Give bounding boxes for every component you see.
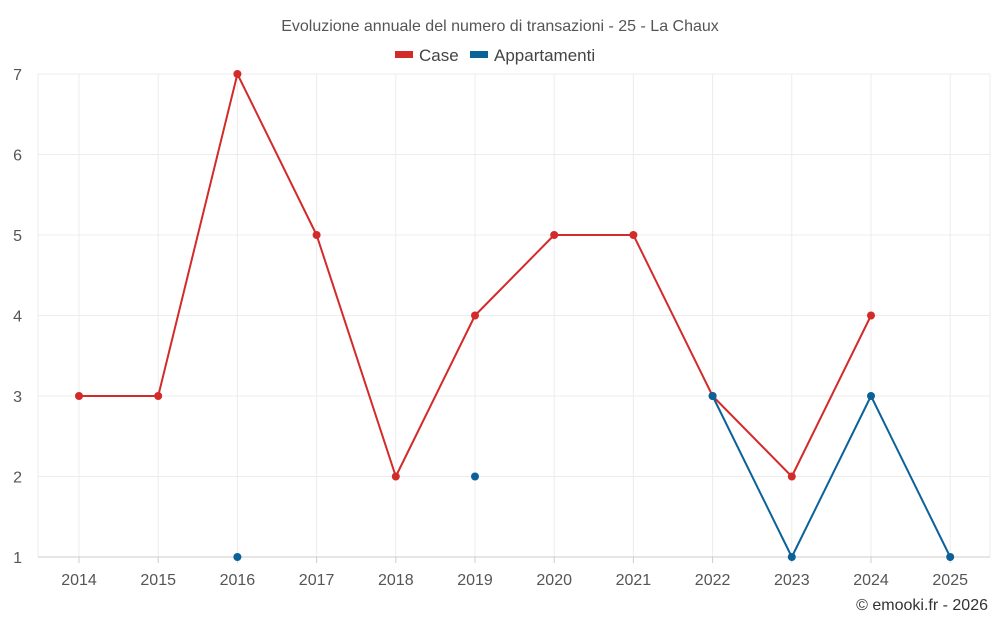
x-tick-label: 2025 [932,572,968,589]
x-tick-label: 2023 [774,572,810,589]
legend-swatch-case [395,51,413,58]
series-line-segment [632,234,714,397]
data-point-case-2014[interactable] [75,392,83,400]
y-tick-label: 7 [13,67,22,84]
data-point-case-2017[interactable] [312,231,321,239]
data-point-case-2021[interactable] [629,231,638,239]
legend-label-appartamenti: Appartamenti [494,46,595,65]
data-point-appartamenti-2019[interactable] [471,472,479,481]
series-line-segment [711,395,793,558]
series-line-segment [711,395,793,478]
data-point-appartamenti-2022[interactable] [708,392,717,400]
x-tick-label: 2016 [220,572,256,589]
data-point-case-2018[interactable] [391,472,400,481]
data-point-appartamenti-2016[interactable] [233,553,242,561]
data-point-case-2023[interactable] [787,472,796,481]
x-tick-label: 2020 [536,572,572,589]
data-point-appartamenti-2024[interactable] [867,392,875,400]
x-tick-label: 2021 [616,572,652,589]
grid [37,73,991,557]
legend-item-case[interactable]: Case [395,46,459,65]
data-point-case-2024[interactable] [867,311,875,320]
data-point-appartamenti-2023[interactable] [787,553,796,561]
series-line-segment [870,395,952,558]
y-tick-label: 2 [13,470,22,487]
x-tick-label: 2014 [61,572,97,589]
series [75,70,955,561]
series-line-segment [236,73,318,236]
data-point-case-2016[interactable] [233,70,242,78]
x-tick-label: 2018 [378,572,414,589]
y-tick-label: 4 [13,309,22,326]
legend: Case Appartamenti [395,46,595,65]
series-case [75,70,875,481]
series-line-segment [315,234,397,478]
legend-item-appartamenti[interactable]: Appartamenti [470,46,595,65]
axes: 1 2 3 4 5 6 7 2014 2015 2016 2017 2018 2019 2020 2021 2… [13,67,990,589]
x-tick-label: 2015 [140,572,176,589]
y-tick-label: 6 [13,148,22,165]
chart-title: Evoluzione annuale del numero di transaz… [281,18,719,35]
y-tick-label: 3 [13,389,22,406]
series-line-segment [790,395,872,558]
series-line-segment [474,234,556,317]
x-tick-label: 2024 [853,572,889,589]
credit-text: © emooki.fr - 2026 [856,597,988,614]
y-tick-label: 5 [13,228,22,245]
series-line-segment [394,314,476,478]
data-point-case-2019[interactable] [471,311,479,320]
legend-label-case: Case [419,46,459,65]
x-tick-label: 2017 [299,572,335,589]
series-line-segment [157,73,239,397]
data-point-appartamenti-2025[interactable] [946,553,955,561]
series-appartamenti [233,392,955,561]
x-tick-label: 2022 [695,572,731,589]
legend-swatch-appartamenti [470,51,488,58]
x-tick-label: 2019 [457,572,493,589]
data-point-case-2020[interactable] [550,231,559,239]
y-tick-label: 1 [13,550,22,567]
data-point-case-2015[interactable] [154,392,163,400]
series-line-segment [790,314,872,478]
